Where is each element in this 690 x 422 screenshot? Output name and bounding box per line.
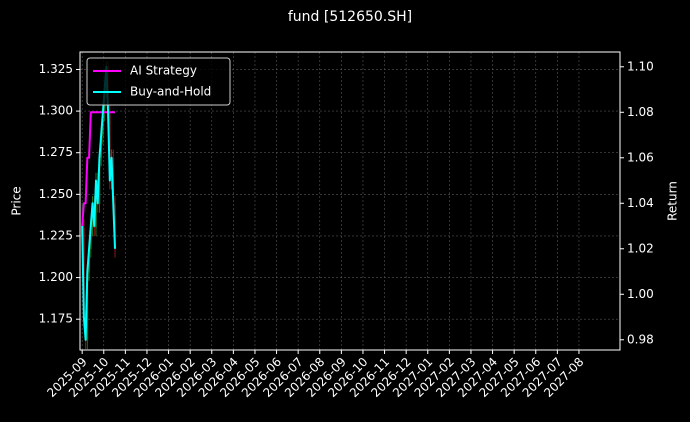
y2-tick-label: 1.00 (627, 287, 654, 301)
y2-tick-label: 1.08 (627, 105, 654, 119)
y-tick-label: 1.200 (39, 270, 73, 284)
y-tick-label: 1.175 (39, 312, 73, 326)
y-axis-label: Price (10, 186, 24, 215)
y2-tick-label: 1.06 (627, 150, 654, 164)
y-tick-label: 1.275 (39, 145, 73, 159)
y2-axis-label: Return (666, 181, 680, 221)
plot-frame (79, 51, 621, 351)
series-line (81, 111, 115, 227)
y2-tick-label: 1.04 (627, 196, 654, 210)
y-tick-label: 1.300 (39, 104, 73, 118)
legend: AI Strategy Buy-and-Hold (86, 57, 231, 106)
series-line (81, 65, 116, 341)
legend-box (86, 57, 231, 106)
y2-tick-label: 1.02 (627, 241, 654, 255)
y2-tick-label: 0.98 (627, 332, 654, 346)
legend-label: AI Strategy (130, 64, 197, 78)
y-tick-label: 1.225 (39, 228, 73, 242)
chart-title: fund [512650.SH] (288, 9, 412, 25)
legend-label: Buy-and-Hold (130, 85, 211, 99)
y2-tick-label: 1.10 (627, 59, 654, 73)
y-tick-label: 1.250 (39, 187, 73, 201)
y-tick-label: 1.325 (39, 62, 73, 76)
